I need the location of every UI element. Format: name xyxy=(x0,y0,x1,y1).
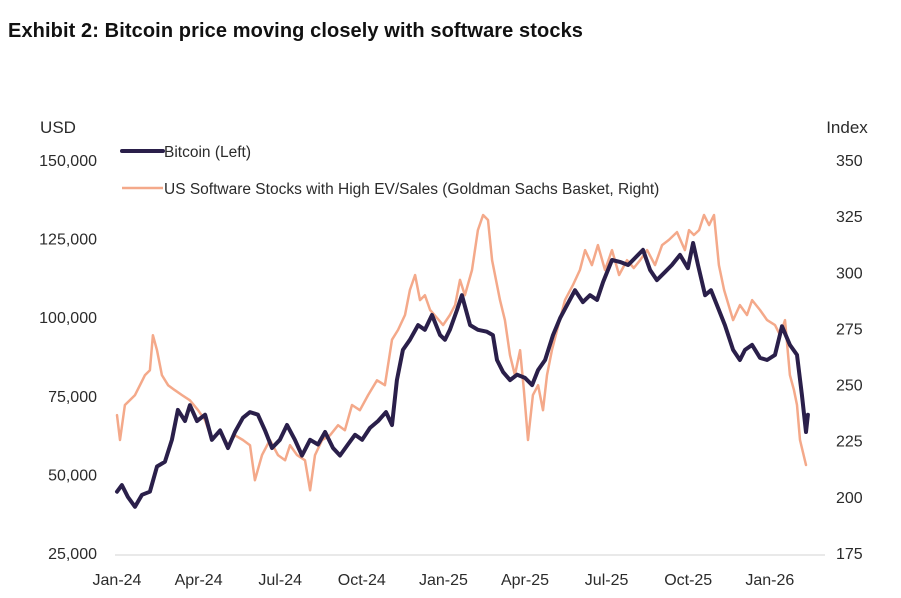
legend: Bitcoin (Left) US Software Stocks with H… xyxy=(120,144,659,198)
right-tick-label: 300 xyxy=(836,265,863,282)
left-axis-ticks: 25,000 50,000 75,000 100,000 125,000 150,000 xyxy=(39,153,97,563)
x-tick-label: Jul-25 xyxy=(585,572,629,589)
right-tick-label: 175 xyxy=(836,546,863,563)
left-axis-title: USD xyxy=(40,118,76,137)
left-tick-label: 150,000 xyxy=(39,153,97,170)
left-tick-label: 25,000 xyxy=(48,546,97,563)
left-tick-label: 125,000 xyxy=(39,232,97,249)
x-tick-label: Apr-25 xyxy=(501,572,549,589)
x-tick-label: Jan-25 xyxy=(419,572,468,589)
x-tick-label: Oct-25 xyxy=(664,572,712,589)
left-tick-label: 75,000 xyxy=(48,389,97,406)
chart-title: Exhibit 2: Bitcoin price moving closely … xyxy=(8,20,584,42)
series-layer xyxy=(115,213,810,509)
right-tick-label: 275 xyxy=(836,321,863,338)
right-tick-label: 250 xyxy=(836,378,863,395)
x-tick-label: Jul-24 xyxy=(258,572,302,589)
x-tick-label: Jan-26 xyxy=(745,572,794,589)
x-tick-label: Jan-24 xyxy=(93,572,142,589)
right-tick-label: 200 xyxy=(836,490,863,507)
right-tick-label: 350 xyxy=(836,153,863,170)
x-axis-ticks: Jan-24 Apr-24 Jul-24 Oct-24 Jan-25 Apr-25 Jul-… xyxy=(93,572,795,589)
left-tick-label: 100,000 xyxy=(39,310,97,327)
right-axis-ticks: 175 200 225 250 275 300 325 350 xyxy=(836,153,863,563)
right-tick-label: 225 xyxy=(836,434,863,451)
series-line-bitcoin xyxy=(115,241,810,509)
right-axis-title: Index xyxy=(826,118,868,137)
legend-item-software-stocks: US Software Stocks with High EV/Sales (G… xyxy=(122,181,659,198)
x-tick-label: Apr-24 xyxy=(175,572,223,589)
legend-label-bitcoin: Bitcoin (Left) xyxy=(164,144,251,161)
left-tick-label: 50,000 xyxy=(48,467,97,484)
series-line-software-stocks xyxy=(115,213,808,492)
legend-item-bitcoin: Bitcoin (Left) xyxy=(120,144,251,161)
right-tick-label: 325 xyxy=(836,209,863,226)
x-tick-label: Oct-24 xyxy=(338,572,386,589)
legend-label-software-stocks: US Software Stocks with High EV/Sales (G… xyxy=(164,181,659,198)
